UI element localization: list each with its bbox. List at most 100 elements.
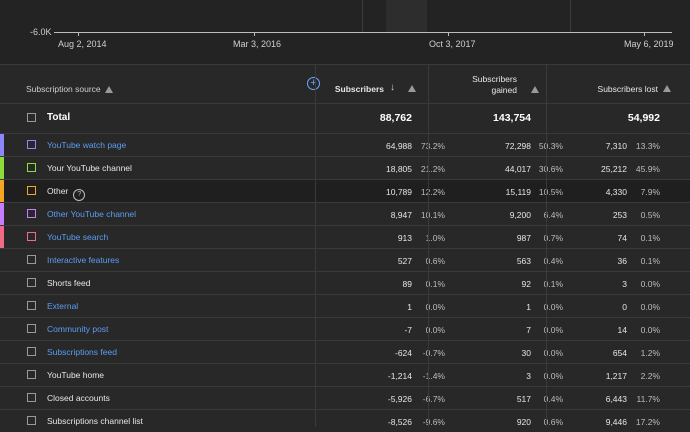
- lost-value: 3: [622, 279, 627, 289]
- row-checkbox[interactable]: [27, 416, 36, 425]
- gained-value: 30: [521, 348, 531, 358]
- subscribers-value: 10,789: [386, 187, 412, 197]
- gained-value: 44,017: [505, 164, 531, 174]
- gained-percent: 50.3%: [538, 141, 563, 151]
- row-checkbox[interactable]: [27, 370, 36, 379]
- row-label: Your YouTube channel: [47, 163, 132, 173]
- gained-value: 92: [521, 279, 531, 289]
- table-row[interactable]: YouTube home -1,214 -1.4% 3 0.0% 1,217 2.2%: [0, 363, 690, 386]
- lost-percent: 0.1%: [640, 233, 660, 243]
- subscribers-percent: 73.2%: [420, 141, 445, 151]
- gained-percent: 0.0%: [543, 371, 563, 381]
- lost-percent: 13.3%: [635, 141, 660, 151]
- table-row[interactable]: Interactive features 527 0.6% 563 0.4% 36 0.1%: [0, 248, 690, 271]
- table-row[interactable]: Shorts feed 89 0.1% 92 0.1% 3 0.0%: [0, 271, 690, 294]
- lost-value: 654: [612, 348, 627, 358]
- gained-percent: 0.4%: [543, 394, 563, 404]
- row-label[interactable]: YouTube watch page: [47, 140, 127, 150]
- gained-value: 15,119: [505, 187, 531, 197]
- subscribers-percent: -0.7%: [422, 348, 445, 358]
- table-row[interactable]: Other? 10,789 12.2% 15,119 10.5% 4,330 7.9%: [0, 179, 690, 202]
- subscribers-value: 527: [397, 256, 412, 266]
- lost-percent: 0.5%: [640, 210, 660, 220]
- row-checkbox[interactable]: [27, 209, 36, 218]
- subscribers-percent: 0.0%: [425, 325, 445, 335]
- header-subscribers-lost[interactable]: Subscribers lost: [547, 65, 680, 103]
- row-label[interactable]: Other YouTube channel: [47, 209, 137, 219]
- row-checkbox[interactable]: [27, 113, 36, 122]
- gained-value: 517: [516, 394, 531, 404]
- add-metric-icon[interactable]: +: [307, 77, 320, 90]
- row-label: YouTube home: [47, 370, 105, 380]
- gained-value: 7: [526, 325, 531, 335]
- subscribers-value: -8,526: [387, 417, 412, 427]
- table-row[interactable]: Closed accounts -5,926 -6.7% 517 0.4% 6,443 11…: [0, 386, 690, 409]
- table-row[interactable]: YouTube watch page 64,988 73.2% 72,298 50.3%…: [0, 133, 690, 156]
- subscribers-value: 1: [407, 302, 412, 312]
- subscribers-value: 913: [397, 233, 412, 243]
- row-label[interactable]: Interactive features: [47, 255, 120, 265]
- lost-value: 7,310: [605, 141, 627, 151]
- row-label[interactable]: Community post: [47, 324, 109, 334]
- row-checkbox[interactable]: [27, 324, 36, 333]
- table-row[interactable]: YouTube search 913 1.0% 987 0.7% 74 0.1%: [0, 225, 690, 248]
- subscribers-value: -1,214: [387, 371, 412, 381]
- row-checkbox[interactable]: [27, 163, 36, 172]
- lost-percent: 0.0%: [640, 325, 660, 335]
- gained-percent: 30.6%: [538, 164, 563, 174]
- subscribers-value: 64,988: [386, 141, 412, 151]
- row-checkbox[interactable]: [27, 278, 36, 287]
- row-checkbox[interactable]: [27, 347, 36, 356]
- row-label[interactable]: External: [47, 301, 79, 311]
- chart-x-tick: Oct 3, 2017: [429, 39, 476, 49]
- subscribers-value: -5,926: [387, 394, 412, 404]
- lost-value: 36: [617, 256, 627, 266]
- row-checkbox[interactable]: [27, 393, 36, 402]
- sort-down-icon[interactable]: ↓: [390, 82, 395, 93]
- gained-percent: 6.4%: [543, 210, 563, 220]
- chart-gridline: [570, 0, 571, 33]
- subscribers-percent: 0.6%: [425, 256, 445, 266]
- warning-icon[interactable]: [663, 85, 671, 92]
- total-lost: 54,992: [627, 112, 660, 124]
- row-checkbox[interactable]: [27, 186, 36, 195]
- table-row[interactable]: External 1 0.0% 1 0.0% 0 0.0%: [0, 294, 690, 317]
- subscribers-value: 89: [402, 279, 412, 289]
- table-row[interactable]: Your YouTube channel 18,805 21.2% 44,017 30.…: [0, 156, 690, 179]
- gained-value: 9,200: [509, 210, 531, 220]
- series-color-bar: [0, 180, 4, 202]
- row-checkbox[interactable]: [27, 232, 36, 241]
- series-color-bar: [0, 134, 4, 156]
- row-label: Total: [47, 112, 71, 123]
- gained-percent: 0.6%: [543, 417, 563, 427]
- subscribers-percent: 12.2%: [420, 187, 445, 197]
- subscribers-percent: -9.6%: [422, 417, 445, 427]
- lost-percent: 11.7%: [636, 394, 660, 404]
- warning-icon[interactable]: [104, 86, 113, 93]
- row-checkbox[interactable]: [27, 140, 36, 149]
- lost-percent: 0.0%: [640, 302, 660, 312]
- table-row[interactable]: Community post -7 0.0% 7 0.0% 14 0.0%: [0, 317, 690, 340]
- header-subscribers-gained[interactable]: Subscribers gained: [429, 65, 546, 103]
- table-row[interactable]: Subscriptions feed -624 -0.7% 30 0.0% 654 1.2%: [0, 340, 690, 363]
- header-subscribers[interactable]: Subscribers ↓: [316, 65, 428, 103]
- row-label[interactable]: Subscriptions feed: [47, 347, 117, 357]
- help-icon[interactable]: ?: [73, 189, 86, 201]
- gained-percent: 0.4%: [543, 256, 563, 266]
- warning-icon[interactable]: [531, 86, 539, 93]
- gained-value: 72,298: [505, 141, 531, 151]
- row-label[interactable]: YouTube search: [47, 232, 109, 242]
- row-checkbox[interactable]: [27, 301, 36, 310]
- warning-icon[interactable]: [408, 85, 416, 92]
- row-checkbox[interactable]: [27, 255, 36, 264]
- lost-percent: 7.9%: [640, 187, 660, 197]
- table-row[interactable]: Other YouTube channel 8,947 10.1% 9,200 6.4%…: [0, 202, 690, 225]
- table-row[interactable]: Subscriptions channel list -8,526 -9.6% 920…: [0, 409, 690, 432]
- header-subscription-source[interactable]: Subscription source: [26, 84, 113, 94]
- lost-percent: 17.2%: [635, 417, 660, 427]
- row-label: Closed accounts: [47, 393, 110, 403]
- row-label: Other?: [47, 186, 86, 201]
- row-label: Shorts feed: [47, 278, 91, 288]
- total-subscribers: 88,762: [379, 112, 412, 124]
- lost-percent: 2.2%: [640, 371, 660, 381]
